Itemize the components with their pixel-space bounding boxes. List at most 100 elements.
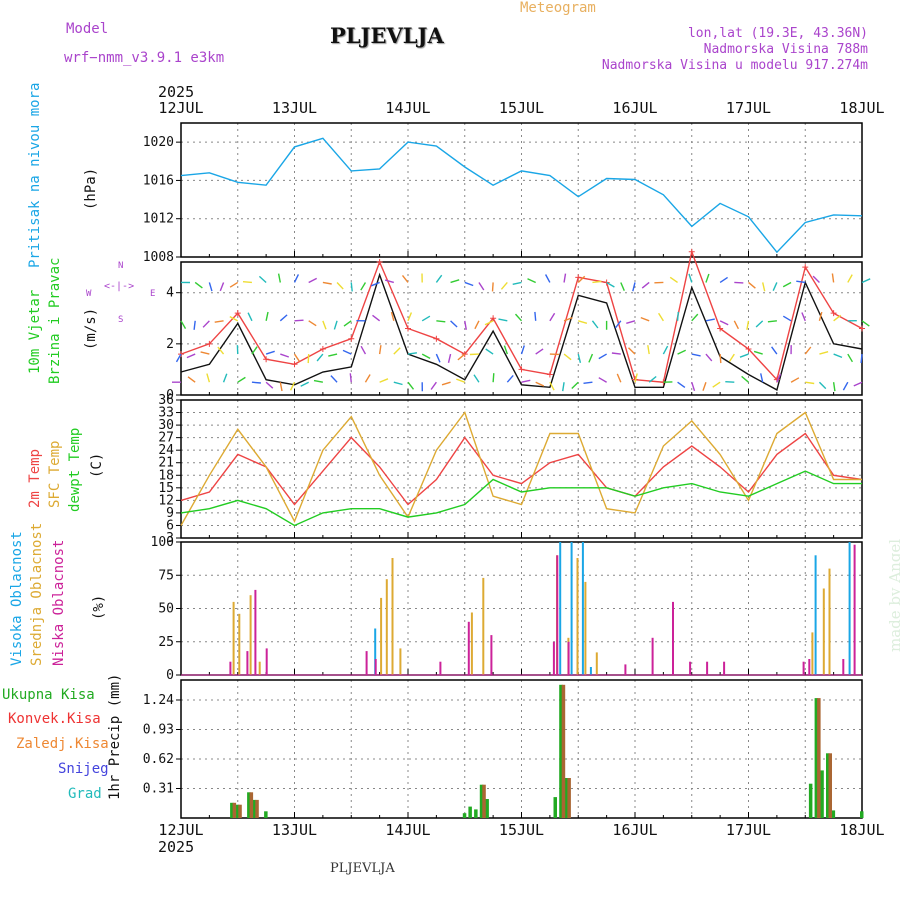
wind-arrow	[407, 312, 413, 322]
bar-visoka-oblacnost	[814, 555, 817, 675]
bar-visoka-oblacnost	[559, 542, 562, 675]
bar-ukupna-kisa	[264, 811, 268, 818]
bar-ukupna-kisa	[553, 797, 557, 818]
bar-niska-oblacnost	[651, 637, 654, 675]
wind-arrow	[691, 313, 699, 322]
wind-arrow	[265, 381, 274, 389]
wind-arrow	[647, 345, 650, 355]
model-label: Model	[66, 21, 109, 37]
day-label-top: 13JUL	[272, 99, 317, 117]
wind-arrow	[712, 381, 721, 388]
day-label-top: 14JUL	[385, 99, 430, 117]
day-label-bottom: 12JUL	[158, 821, 203, 839]
day-label-bottom: 15JUL	[499, 821, 544, 839]
bar-srednja-oblacnost	[811, 632, 814, 675]
series-line-wind-speed	[180, 272, 863, 391]
bar-srednja-oblacnost	[828, 568, 831, 675]
precip-total-label: Ukupna Kisa	[2, 687, 95, 703]
bar-niska-oblacnost	[689, 661, 692, 675]
wind-arrow	[372, 314, 381, 322]
wind-arrow	[491, 282, 494, 292]
wind-arrow	[563, 273, 567, 283]
wind-arrow	[498, 318, 508, 322]
wind-arrow	[349, 373, 352, 383]
bar-konvek-kisa	[255, 799, 259, 818]
wind-arrow	[175, 353, 182, 363]
wind-arrow	[598, 353, 607, 360]
bar-srednja-oblacnost	[595, 652, 598, 675]
wind-arrow	[571, 381, 579, 390]
wind-arrow	[478, 282, 485, 291]
bar-niska-oblacnost	[853, 544, 856, 675]
wind-arrow	[280, 353, 290, 358]
wind-arrow	[767, 320, 777, 323]
year-top: 2025	[158, 83, 195, 101]
wind-arrow	[464, 281, 474, 287]
bar-ukupna-kisa	[808, 783, 813, 818]
bar-ukupna-kisa	[831, 810, 836, 818]
wind-arrow	[818, 381, 827, 390]
precip-hail-label: Grad	[68, 786, 102, 802]
gust-marker	[490, 315, 497, 322]
wind-arrow	[562, 382, 565, 392]
wind-arrow	[705, 318, 715, 322]
precip-conv-label: Konvek.Kisa	[8, 711, 101, 727]
wind-arrow	[521, 379, 531, 383]
wind-arrow	[219, 282, 225, 292]
bar-niska-oblacnost	[808, 659, 811, 675]
wind-arrow	[634, 373, 638, 383]
wind-arrow	[503, 345, 508, 355]
wind-arrow	[733, 320, 740, 330]
wind-arrow	[662, 345, 669, 355]
bar-ukupna-kisa	[235, 804, 240, 818]
wind-arrow	[350, 282, 353, 292]
y-tick-label: 3	[166, 531, 174, 546]
wind-arrow	[688, 273, 693, 283]
gust-marker	[291, 361, 298, 368]
wind-arrow	[265, 350, 275, 355]
wind-arrow	[336, 281, 344, 290]
wind-arrow	[705, 353, 713, 362]
wind-arrow	[242, 281, 252, 284]
wind-legend-w: W	[86, 289, 92, 299]
y-tick-label: 6	[166, 518, 174, 533]
bar-srednja-oblacnost	[391, 558, 394, 675]
bar-niska-oblacnost	[672, 601, 674, 675]
wind-arrow	[294, 319, 304, 322]
gust-marker	[575, 274, 582, 281]
y-tick-label: 1008	[143, 250, 174, 265]
y-tick-label: 0	[166, 668, 174, 683]
bar-niska-oblacnost	[552, 641, 555, 676]
wind-arrow	[796, 280, 806, 284]
wind-arrow	[229, 315, 239, 322]
y-tick-label: 0.62	[143, 752, 174, 767]
wind-arrow	[421, 315, 431, 322]
series-line-mslp	[180, 137, 863, 254]
wind-arrow	[401, 274, 409, 283]
altitude-text: Nadmorska Visina 788m	[703, 42, 868, 57]
wind-arrow	[441, 381, 451, 386]
gust-marker	[717, 325, 724, 332]
wind-arrow	[512, 281, 522, 285]
bar-srednja-oblacnost	[385, 579, 388, 675]
wind-arrow	[861, 320, 870, 327]
bar-ukupna-kisa	[485, 799, 489, 818]
wind-arrow	[300, 381, 310, 387]
bar-niska-oblacnost	[624, 664, 627, 675]
y-tick-label: 0.31	[143, 781, 174, 796]
wind-arrow	[771, 346, 778, 355]
day-label-bottom: 13JUL	[272, 821, 317, 839]
wind-legend-n: N	[118, 261, 124, 271]
bar-niska-oblacnost	[802, 661, 805, 675]
wind-arrow	[648, 375, 657, 383]
wind-arrow	[676, 311, 679, 321]
wind-arrow	[535, 381, 545, 387]
bar-konvek-kisa	[232, 802, 237, 818]
bar-niska-oblacnost	[706, 661, 709, 675]
wind-arrow	[251, 381, 261, 384]
gust-marker	[546, 371, 553, 378]
wind-arrow	[677, 349, 686, 355]
day-label-bottom: 16JUL	[612, 821, 657, 839]
wind-arrow	[626, 320, 636, 324]
bar-konvek-kisa	[561, 684, 566, 818]
